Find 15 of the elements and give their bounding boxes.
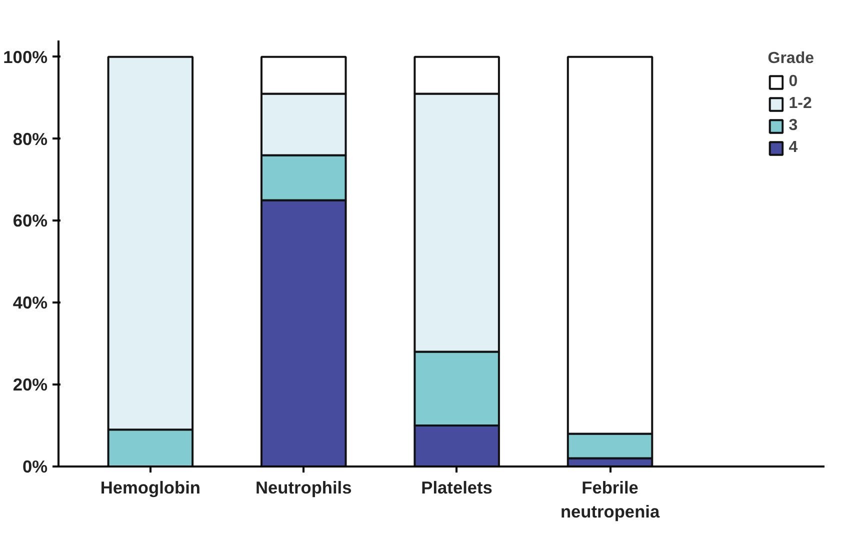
legend-label: 1-2 — [788, 95, 812, 113]
legend-label: 0 — [788, 73, 799, 91]
legend-label: 3 — [788, 117, 799, 135]
y-tick-label: 60% — [12, 210, 48, 231]
x-tick-label: Neutrophils — [255, 478, 352, 498]
y-tick-label: 0% — [22, 456, 48, 476]
x-tick-label: Platelets — [421, 478, 492, 498]
legend-title: Grade — [768, 50, 814, 68]
y-tick-label: 40% — [12, 292, 48, 313]
y-tick-label: 20% — [12, 374, 48, 395]
x-tick-label: Febrile neutropenia — [560, 478, 660, 522]
x-tick-label: Hemoglobin — [100, 478, 200, 498]
y-tick-label: 80% — [12, 128, 48, 149]
y-tick-label: 100% — [3, 46, 48, 67]
legend-label: 4 — [788, 139, 799, 157]
